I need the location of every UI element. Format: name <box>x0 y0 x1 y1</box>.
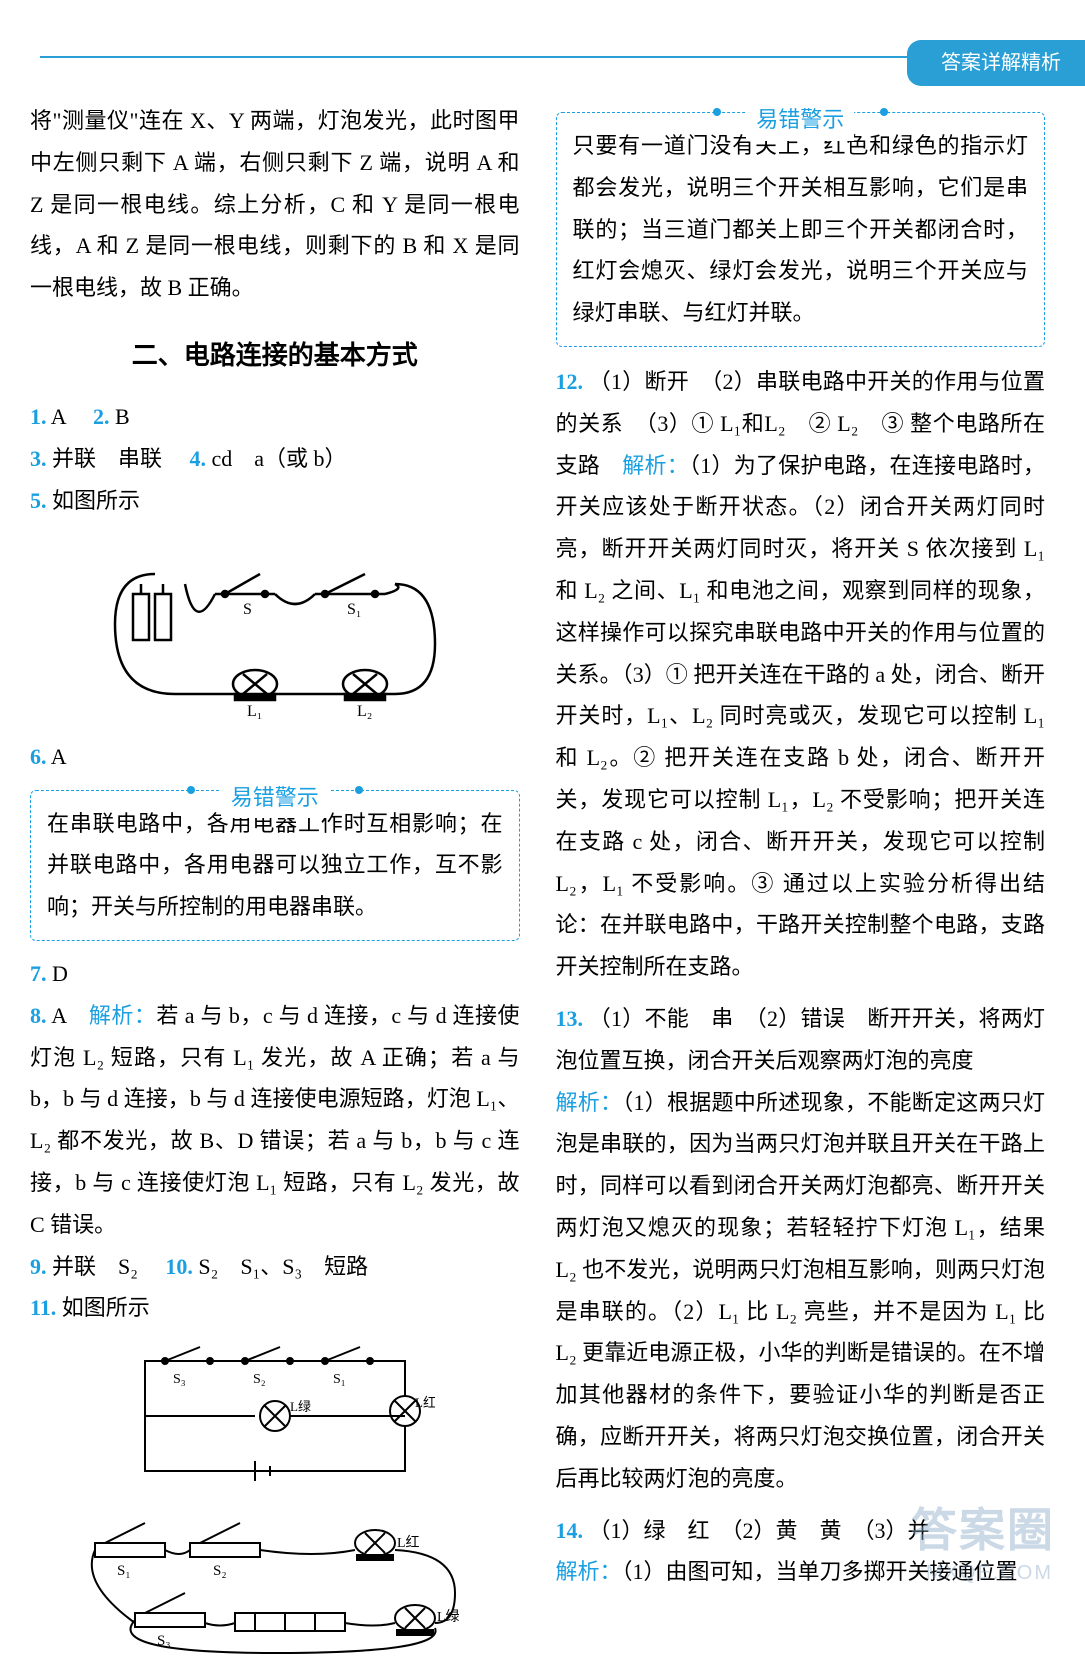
answer-head: A <box>51 1003 89 1028</box>
q-number: 4. <box>190 446 207 471</box>
callout-dot-icon <box>713 108 721 116</box>
svg-text:L绿: L绿 <box>437 1609 460 1625</box>
svg-text:S₁: S₁ <box>347 601 361 618</box>
q-number: 10. <box>165 1254 193 1279</box>
answer-text: B <box>115 404 130 429</box>
section-title: 二、电路连接的基本方式 <box>30 331 520 380</box>
callout-dot-icon <box>880 108 888 116</box>
callout-dot-icon <box>187 786 195 794</box>
explain-label: 解析： <box>622 453 689 478</box>
svg-text:S₃: S₃ <box>157 1633 171 1649</box>
svg-text:L₂: L₂ <box>357 703 372 720</box>
svg-text:L红: L红 <box>397 1535 420 1551</box>
q-number: 12. <box>556 369 584 394</box>
circuit-diagram-5: S S₁ L₁ L₂ <box>95 534 455 724</box>
q-number: 1. <box>30 404 47 429</box>
answer-block-8: 8. A 解析：若 a 与 b，c 与 d 连接，c 与 d 连接使灯泡 L₂ … <box>30 995 520 1246</box>
answer-text: 如图所示 <box>52 488 140 513</box>
svg-text:L₁: L₁ <box>247 703 262 720</box>
circuit-diagram-11a: S₃ S₂ S₁ L红 L绿 <box>115 1341 435 1491</box>
answer-line-5: 5. 如图所示 <box>30 480 520 522</box>
answer-text: 如图所示 <box>62 1295 150 1320</box>
q-number: 2. <box>93 404 110 429</box>
q-number: 8. <box>30 1003 47 1028</box>
svg-text:L绿: L绿 <box>290 1399 311 1414</box>
explain-body: （1）根据题中所述现象，不能断定这两只灯泡是串联的，因为当两只灯泡并联且开关在干… <box>556 1090 1046 1491</box>
svg-text:L红: L红 <box>415 1395 435 1410</box>
q-number: 13. <box>556 1006 584 1031</box>
answer-head: （1）绿 红 （2）黄 黄 （3）并 <box>589 1518 930 1543</box>
explain-label: 解析： <box>556 1090 623 1115</box>
answer-line-3-4: 3. 并联 串联 4. cd a（或 b） <box>30 438 520 480</box>
svg-text:S₂: S₂ <box>253 1372 266 1387</box>
explain-label: 解析： <box>89 1003 156 1028</box>
answer-line-6: 6. A <box>30 736 520 778</box>
callout-body: 在串联电路中，各用电器工作时互相影响；在并联电路中，各用电器可以独立工作，互不影… <box>47 803 503 928</box>
explain-body: （1）为了保护电路，在连接电路时，开关应该处于断开状态。（2）闭合开关两灯同时亮… <box>556 453 1046 980</box>
q-number: 7. <box>30 961 47 986</box>
callout-body: 只要有一道门没有关上，红色和绿色的指示灯都会发光，说明三个开关相互影响，它们是串… <box>573 125 1029 334</box>
answer-block-12: 12. （1）断开 （2）串联电路中开关的作用与位置的关系 （3）① L₁和L₂… <box>556 361 1046 988</box>
answer-text: A <box>51 404 66 429</box>
explain-body: 若 a 与 b，c 与 d 连接，c 与 d 连接使灯泡 L₂ 短路，只有 L₁… <box>30 1003 520 1237</box>
intro-paragraph: 将"测量仪"连在 X、Y 两端，灯泡发光，此时图甲中左侧只剩下 A 端，右侧只剩… <box>30 100 520 309</box>
explain-label: 解析： <box>556 1559 622 1584</box>
q-number: 11. <box>30 1295 56 1320</box>
svg-text:S: S <box>243 601 252 618</box>
circuit-diagram-11b: S₁ S₂ S₃ L红 L绿 <box>75 1503 475 1663</box>
answer-head: （1）不能 串 （2）错误 断开开关，将两灯泡位置互换，闭合开关后观察两灯泡的亮… <box>556 1006 1046 1073</box>
answer-line-1-2: 1. A 2. B <box>30 396 520 438</box>
q-number: 6. <box>30 744 47 769</box>
svg-text:S₁: S₁ <box>333 1372 346 1387</box>
header-tab: 答案详解精析 <box>907 40 1085 86</box>
callout-box-2: 易错警示 只要有一道门没有关上，红色和绿色的指示灯都会发光，说明三个开关相互影响… <box>556 112 1046 347</box>
callout-dot-icon <box>355 786 363 794</box>
answer-line-11: 11. 如图所示 <box>30 1287 520 1329</box>
q-number: 3. <box>30 446 47 471</box>
q-number: 14. <box>556 1518 584 1543</box>
content-columns: 将"测量仪"连在 X、Y 两端，灯泡发光，此时图甲中左侧只剩下 A 端，右侧只剩… <box>30 100 1045 1675</box>
svg-text:S₁: S₁ <box>117 1563 131 1579</box>
q-number: 5. <box>30 488 47 513</box>
callout-title: 易错警示 <box>221 777 329 819</box>
left-column: 将"测量仪"连在 X、Y 两端，灯泡发光，此时图甲中左侧只剩下 A 端，右侧只剩… <box>30 100 520 1675</box>
callout-box-1: 易错警示 在串联电路中，各用电器工作时互相影响；在并联电路中，各用电器可以独立工… <box>30 790 520 941</box>
answer-text: D <box>52 961 68 986</box>
answer-text: cd a（或 b） <box>212 446 347 471</box>
right-column: 易错警示 只要有一道门没有关上，红色和绿色的指示灯都会发光，说明三个开关相互影响… <box>556 100 1046 1675</box>
answer-text: S₂ S₁、S₃ 短路 <box>198 1254 368 1279</box>
watermark-url: MXQE.COM <box>926 1554 1053 1592</box>
answer-text: A <box>51 744 67 769</box>
callout-title: 易错警示 <box>746 99 854 141</box>
answer-block-13: 13. （1）不能 串 （2）错误 断开开关，将两灯泡位置互换，闭合开关后观察两… <box>556 998 1046 1500</box>
svg-text:S₃: S₃ <box>173 1372 186 1387</box>
answer-line-7: 7. D <box>30 953 520 995</box>
answer-line-9-10: 9. 并联 S₂ 10. S₂ S₁、S₃ 短路 <box>30 1246 520 1288</box>
svg-text:S₂: S₂ <box>213 1563 227 1579</box>
q-number: 9. <box>30 1254 47 1279</box>
answer-text: 并联 串联 <box>52 446 162 471</box>
answer-text: 并联 S₂ <box>52 1254 138 1279</box>
